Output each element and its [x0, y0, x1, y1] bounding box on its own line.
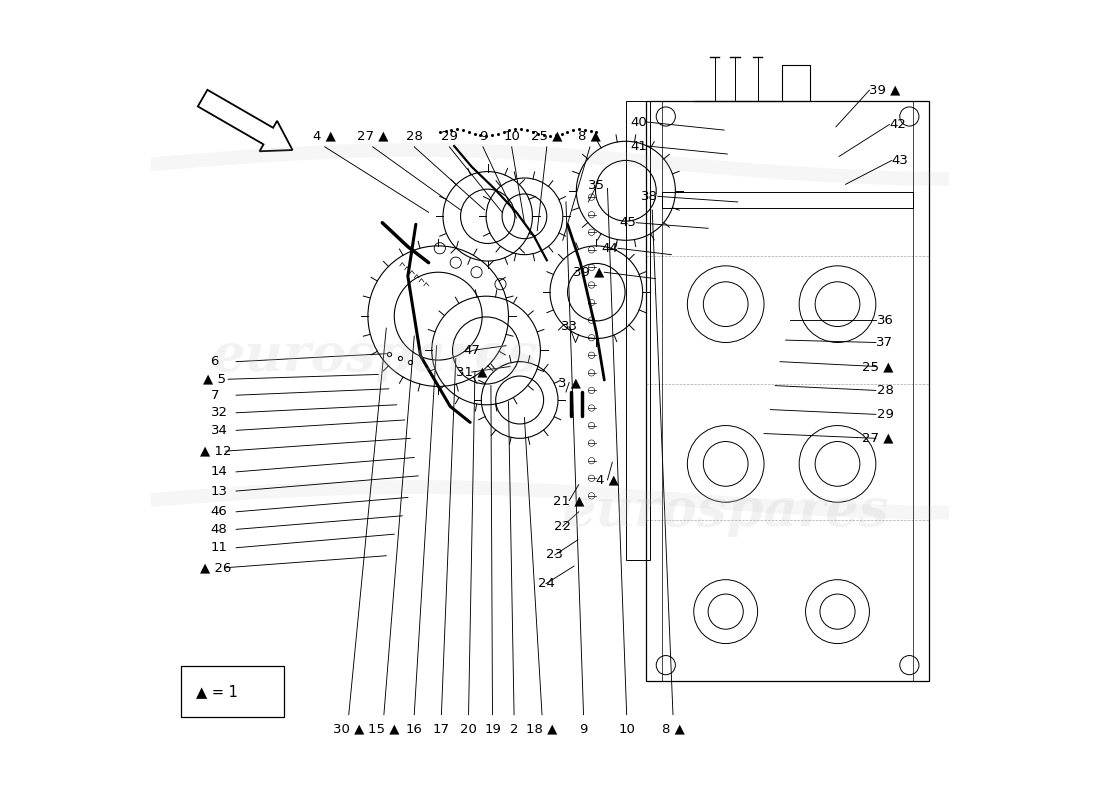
Text: 27 ▲: 27 ▲ [358, 130, 388, 143]
Text: 36: 36 [877, 314, 893, 326]
Text: 6: 6 [210, 355, 219, 368]
Text: 37: 37 [877, 336, 893, 349]
Text: 43: 43 [892, 154, 909, 167]
Text: 38: 38 [641, 190, 658, 203]
Text: 2: 2 [509, 722, 518, 735]
Text: 13: 13 [210, 485, 228, 498]
Text: 20: 20 [460, 722, 477, 735]
Text: 17: 17 [433, 722, 450, 735]
Text: 4 ▲: 4 ▲ [314, 130, 337, 143]
Text: 30 ▲: 30 ▲ [333, 722, 364, 735]
Text: 16: 16 [406, 722, 422, 735]
Text: 11: 11 [210, 542, 228, 554]
Text: 14: 14 [210, 466, 228, 478]
Text: 15 ▲: 15 ▲ [368, 722, 399, 735]
Text: ▲ 12: ▲ 12 [200, 445, 232, 458]
Text: ▲ 26: ▲ 26 [200, 562, 232, 574]
Text: 29: 29 [877, 408, 893, 421]
Text: 40: 40 [630, 115, 648, 129]
Text: 25 ▲: 25 ▲ [531, 130, 562, 143]
Text: eurospares: eurospares [211, 330, 538, 382]
Text: 19: 19 [484, 722, 500, 735]
Text: 4 ▲: 4 ▲ [596, 474, 619, 486]
Text: 8 ▲: 8 ▲ [579, 130, 602, 143]
Text: 41: 41 [630, 139, 648, 153]
Text: 47: 47 [463, 344, 481, 357]
Text: 29: 29 [441, 130, 458, 143]
Text: 23: 23 [547, 549, 563, 562]
Text: 28: 28 [877, 384, 893, 397]
Text: 33: 33 [561, 320, 578, 333]
Text: eurospares: eurospares [562, 486, 889, 538]
Text: 32: 32 [210, 406, 228, 419]
Text: ▲ 5: ▲ 5 [202, 373, 226, 386]
Text: 39 ▲: 39 ▲ [573, 266, 604, 278]
Text: 25 ▲: 25 ▲ [862, 360, 893, 373]
Text: 35: 35 [587, 179, 605, 193]
Text: 39 ▲: 39 ▲ [869, 84, 901, 97]
Text: 42: 42 [890, 118, 906, 131]
Text: 8 ▲: 8 ▲ [661, 722, 684, 735]
Text: 45: 45 [619, 216, 636, 230]
Text: 48: 48 [210, 523, 228, 536]
Text: 31 ▲: 31 ▲ [456, 366, 487, 378]
Text: 28: 28 [406, 130, 422, 143]
Text: ▲ = 1: ▲ = 1 [196, 684, 238, 699]
Text: 10: 10 [503, 130, 520, 143]
Text: 24: 24 [538, 577, 554, 590]
Text: 27 ▲: 27 ▲ [862, 432, 893, 445]
Text: 18 ▲: 18 ▲ [526, 722, 558, 735]
Text: 21 ▲: 21 ▲ [553, 494, 585, 507]
Text: 22: 22 [554, 520, 571, 533]
Text: 9: 9 [478, 130, 487, 143]
Text: 7: 7 [210, 389, 219, 402]
Text: 46: 46 [210, 506, 228, 518]
Text: 9: 9 [580, 722, 587, 735]
Text: 34: 34 [210, 424, 228, 437]
Text: 44: 44 [601, 242, 618, 254]
Text: 10: 10 [618, 722, 635, 735]
Text: 3 ▲: 3 ▲ [558, 376, 581, 389]
